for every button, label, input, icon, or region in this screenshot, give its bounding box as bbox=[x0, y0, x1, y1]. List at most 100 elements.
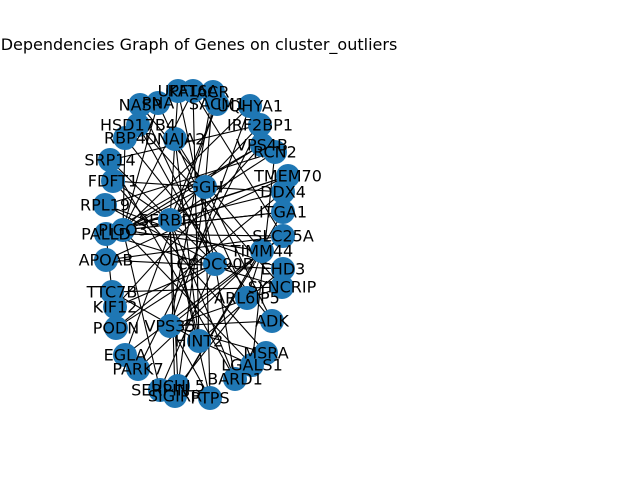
edge-kat6a-slc25a bbox=[192, 90, 284, 237]
edge-lgals1-pigo3 bbox=[122, 229, 253, 366]
node-label-msra: MSRA bbox=[243, 344, 288, 363]
node-timm44 bbox=[250, 239, 274, 263]
node-label-acr: ACR bbox=[197, 83, 230, 102]
node-label-egla: EGLA bbox=[104, 346, 147, 365]
node-fdft1 bbox=[101, 169, 125, 193]
node-label-pigo3: PIGO3 bbox=[98, 221, 148, 240]
edge-itga1-pigo3 bbox=[122, 211, 284, 231]
node-rcn2 bbox=[263, 140, 287, 164]
node-serbp1 bbox=[158, 208, 182, 232]
node-label-tmem70: TMEM70 bbox=[253, 167, 322, 186]
edge-vps4b-pigo3 bbox=[122, 144, 263, 231]
edge-pigo3-timm44 bbox=[122, 229, 263, 252]
node-label-ttc7b: TTC7B bbox=[86, 283, 138, 302]
edge-ccdc90b-bard1 bbox=[214, 263, 236, 380]
node-label-hint2: HINT2 bbox=[175, 332, 224, 351]
node-label-kat6a: KAT6A bbox=[168, 82, 219, 101]
node-label-serbp1: SERBP1 bbox=[139, 211, 201, 230]
node-label-rbp4: RBP4 bbox=[104, 129, 146, 148]
edge-uqhya1-pigo3 bbox=[122, 105, 251, 231]
edge-arl6ip5-uchl5 bbox=[177, 297, 248, 387]
node-label-vps4b: VPS4B bbox=[236, 136, 288, 155]
node-label-uqhya1: UQHYA1 bbox=[217, 97, 283, 116]
node-label-vps35: VPS35 bbox=[144, 317, 195, 336]
edge-rcn2-rpl19 bbox=[104, 151, 276, 206]
node-label-palld: PALLD bbox=[81, 225, 131, 244]
node-hint2 bbox=[187, 329, 211, 353]
edge-adk-ggh bbox=[204, 186, 273, 322]
node-label-kif12: KIF12 bbox=[93, 298, 138, 317]
edge-ccdc90b-podn bbox=[115, 263, 216, 329]
edge-sigirr-serbp1 bbox=[169, 219, 176, 397]
edge-kif12-ccdc90b bbox=[114, 263, 216, 308]
node-label-hsd17b4: HSD17B4 bbox=[100, 116, 176, 135]
node-ccdc90b bbox=[203, 252, 227, 276]
node-label-ggh: GGH bbox=[187, 178, 224, 197]
edge-slc25a-apoab bbox=[105, 235, 284, 261]
edge-syncrip-vps35 bbox=[169, 286, 283, 327]
edge-upf1-serbp1 bbox=[169, 90, 179, 221]
node-rbp4 bbox=[113, 126, 137, 150]
edge-bard1-serbp1 bbox=[169, 219, 236, 380]
edge-serpin-ccdc90b bbox=[159, 263, 216, 391]
edge-serbp1-hint2 bbox=[169, 219, 200, 342]
node-pigo3 bbox=[111, 218, 135, 242]
node-label-uchl5: UCHL5 bbox=[151, 377, 205, 396]
node-label-serpin: SERPIN bbox=[131, 381, 189, 400]
node-label-syncrip: SYNCRIP bbox=[248, 278, 317, 297]
edge-irf2bp1-serbp1 bbox=[169, 124, 261, 221]
node-label-pna: PNA bbox=[142, 94, 175, 113]
node-ehd3 bbox=[271, 257, 295, 281]
node-label-arl6ip5: ARL6IP5 bbox=[214, 289, 280, 308]
edge-adk-vps35 bbox=[169, 320, 273, 327]
node-srp14 bbox=[98, 148, 122, 172]
node-label-sigirr: SIGIRR bbox=[148, 387, 202, 406]
node-label-ptps: PTPS bbox=[190, 389, 229, 408]
node-rpl19 bbox=[93, 193, 117, 217]
node-label-upf1: UPF1 bbox=[158, 82, 199, 101]
node-park7 bbox=[126, 357, 150, 381]
edge-ggh-pigo3 bbox=[122, 186, 206, 231]
node-ddx4 bbox=[271, 180, 295, 204]
node-irf2bp1 bbox=[248, 113, 272, 137]
node-kif12 bbox=[103, 295, 127, 319]
edge-syncrip-ttc7b bbox=[111, 286, 283, 293]
edge-ehd3-apoab bbox=[105, 259, 284, 270]
node-apoab bbox=[94, 248, 118, 272]
edge-ddx4-serbp1 bbox=[169, 191, 284, 221]
node-nasp bbox=[128, 93, 152, 117]
node-label-dnaja2: DNAJA2 bbox=[145, 130, 206, 149]
node-sigirr bbox=[163, 384, 187, 408]
node-bard1 bbox=[223, 367, 247, 391]
node-vps35 bbox=[158, 314, 182, 338]
node-label-fdft1: FDFT1 bbox=[88, 172, 138, 191]
node-label-irf2bp1: IRF2BP1 bbox=[227, 116, 293, 135]
node-podn bbox=[104, 316, 128, 340]
edge-tmem70-palld bbox=[105, 175, 289, 235]
node-ptps bbox=[198, 386, 222, 410]
node-label-srp14: SRP14 bbox=[84, 151, 135, 170]
edge-palld-slc25a bbox=[105, 233, 284, 237]
node-label-lgals1: LGALS1 bbox=[221, 356, 283, 375]
node-label-apoab: APOAB bbox=[79, 251, 134, 270]
edge-pna-pigo3 bbox=[122, 102, 159, 231]
graph-title: Dependencies Graph of Genes on cluster_o… bbox=[1, 35, 398, 55]
node-label-podn: PODN bbox=[93, 319, 140, 338]
node-label-rcn2: RCN2 bbox=[253, 143, 297, 162]
node-syncrip bbox=[270, 275, 294, 299]
node-label-ccdc90b: CCDC90B bbox=[176, 255, 253, 274]
node-itga1 bbox=[271, 200, 295, 224]
node-slc25a bbox=[271, 224, 295, 248]
edge-ptps-ggh bbox=[204, 186, 211, 399]
node-label-park7: PARK7 bbox=[112, 360, 163, 379]
node-label-timm44: TIMM44 bbox=[230, 242, 293, 261]
edge-ggh-uchl5 bbox=[177, 186, 206, 387]
node-ggh bbox=[193, 175, 217, 199]
node-label-bard1: BARD1 bbox=[207, 370, 263, 389]
node-label-sacm1: SACM1 bbox=[189, 95, 245, 114]
node-adk bbox=[260, 309, 284, 333]
node-label-adk: ADK bbox=[255, 312, 289, 331]
